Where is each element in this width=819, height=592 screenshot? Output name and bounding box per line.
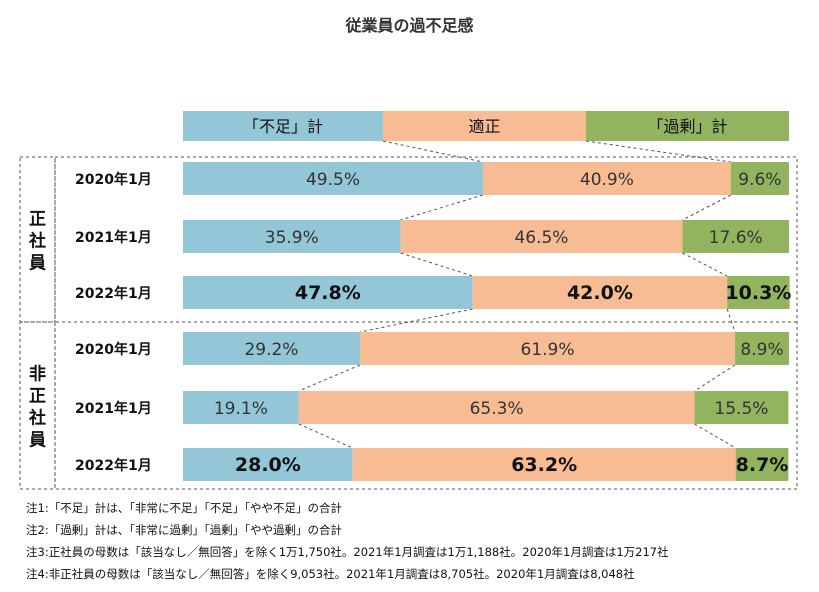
group-label-char: 正 (29, 210, 46, 230)
data-label: 29.2% (244, 340, 298, 360)
data-label: 8.9% (740, 340, 783, 360)
bar-segment (472, 276, 728, 309)
group-frame-0 (19, 156, 56, 323)
group-label-char: 員 (28, 431, 46, 451)
footnote-3: 注3:正社員の母数は「該当なし／無回答」を除く1万1,750社。2021年1月調… (26, 545, 669, 559)
data-label: 49.5% (306, 170, 360, 190)
footnote-2: 注2:「過剰」計は、「非常に過剰」「過剰」「やや過剰」の合計 (26, 523, 342, 537)
connector-line (298, 423, 353, 449)
legend-label-2: 「過剰」計 (647, 117, 727, 136)
bar-segment (482, 162, 731, 195)
connector-line (400, 252, 473, 277)
data-label: 65.3% (470, 399, 524, 419)
bar-segment (183, 391, 299, 424)
group-label-char: 社 (28, 231, 46, 252)
connector-line (682, 194, 732, 221)
group-label-char: 非 (29, 364, 46, 385)
chart-title: 従業員の過不足感 (345, 16, 474, 35)
connector-line (585, 140, 731, 163)
bar-segment (183, 448, 353, 481)
row-label: 2020年1月 (75, 341, 152, 358)
bar-segment (400, 220, 683, 253)
data-label: 35.9% (265, 228, 319, 248)
row-label: 2022年1月 (75, 285, 152, 302)
data-label: 8.7% (736, 454, 789, 476)
connector-line (400, 194, 484, 221)
data-label: 10.3% (725, 282, 791, 304)
data-label: 28.0% (235, 454, 301, 476)
bar-segment (682, 220, 789, 253)
group-label-char: 正 (29, 387, 46, 407)
bar-segment (727, 276, 790, 309)
outer-frame (54, 156, 798, 490)
group-label-char: 員 (28, 254, 46, 274)
group-label-char: 社 (28, 408, 46, 429)
row-label: 2021年1月 (75, 400, 152, 417)
data-label: 40.9% (580, 170, 634, 190)
footnotes: 注1:「不足」計は、「非常に不足」「不足」「やや不足」の合計 注2:「過剰」計は… (26, 497, 816, 585)
connector-line (694, 423, 736, 449)
data-label: 42.0% (567, 282, 633, 304)
bar-segment (183, 220, 401, 253)
bar-segment (298, 391, 695, 424)
connector-line (298, 364, 361, 392)
data-label: 17.6% (709, 228, 763, 248)
legend-label-1: 適正 (468, 117, 500, 136)
connector-line (694, 364, 736, 392)
stacked-bar-chart: 「不足」計 適正 「過剰」計 49.5% 40.9% 9.6% 2020年1月 35.9% 46… (19, 111, 798, 490)
data-label: 61.9% (521, 340, 575, 360)
bar-segment (183, 162, 483, 195)
connector-line (359, 308, 473, 333)
connector-line (726, 308, 736, 333)
legend-swatch-2 (586, 111, 789, 141)
bar-segment (694, 391, 789, 424)
data-label: 46.5% (514, 228, 568, 248)
bar-segment (183, 332, 360, 365)
legend-swatch-1 (383, 111, 586, 141)
data-label: 9.6% (738, 170, 781, 190)
legend-label-0: 「不足」計 (243, 117, 323, 136)
row-label: 2022年1月 (75, 457, 152, 474)
bar-segment (183, 276, 473, 309)
bar-segment (359, 332, 736, 365)
row-label: 2021年1月 (75, 229, 152, 246)
bar-segment (352, 448, 736, 481)
data-label: 47.8% (295, 282, 361, 304)
legend-swatch-0 (183, 111, 383, 141)
data-label: 15.5% (714, 399, 768, 419)
bar-segment (735, 332, 789, 365)
data-label: 19.1% (214, 399, 268, 419)
bar-segment (735, 448, 789, 481)
bar-segment (730, 162, 789, 195)
connector-line (682, 252, 728, 277)
row-label: 2020年1月 (75, 171, 152, 188)
footnote-4: 注4:非正社員の母数は「該当なし／無回答」を除く9,053社。2021年1月調査… (26, 567, 635, 581)
group-frame-1 (19, 321, 56, 490)
footnote-1: 注1:「不足」計は、「非常に不足」「不足」「やや不足」の合計 (26, 501, 342, 515)
connector-line (382, 140, 484, 163)
data-label: 63.2% (511, 454, 577, 476)
